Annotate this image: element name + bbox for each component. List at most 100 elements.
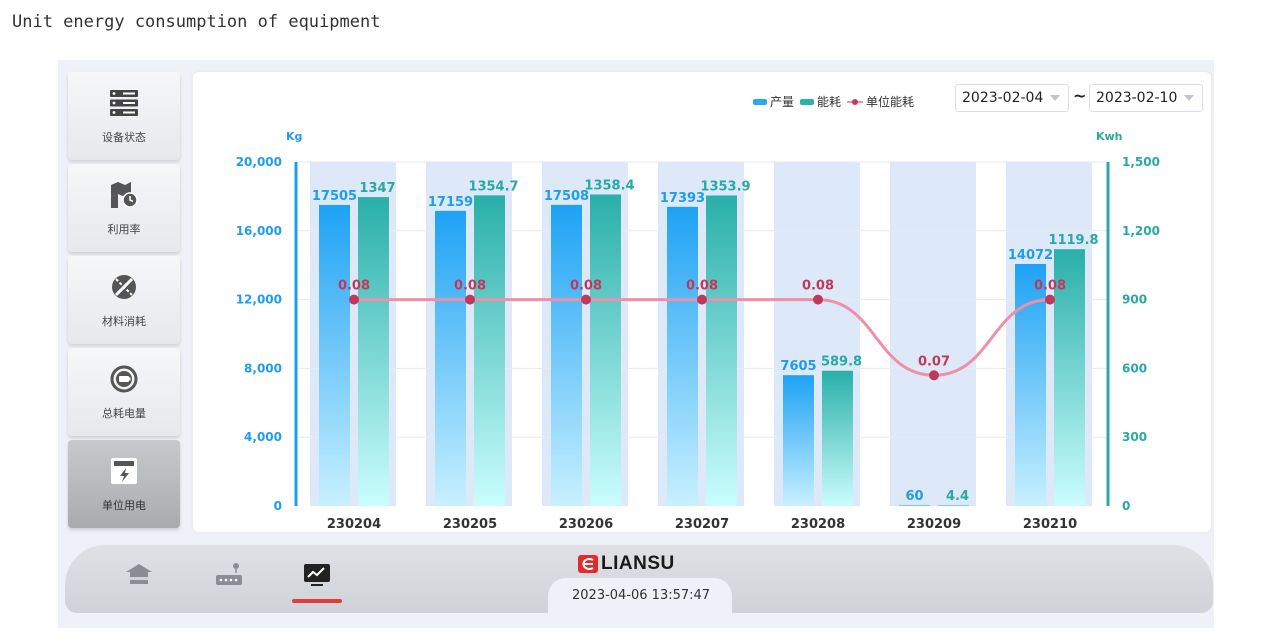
- legend-item-energy[interactable]: 能耗: [800, 93, 841, 110]
- y-left-tick-label: 0: [274, 499, 282, 513]
- bar-energy: [822, 370, 853, 506]
- point-unit-energy: [465, 294, 475, 305]
- legend-label-unit: 单位能耗: [866, 95, 915, 109]
- power-meter-icon: [108, 455, 140, 487]
- data-label-energy: 1354.7: [468, 179, 518, 194]
- data-label-energy: 4.4: [946, 489, 969, 504]
- tools-crossed-icon: [108, 271, 140, 303]
- bar-production: [667, 206, 698, 506]
- battery-circle-icon: [108, 363, 140, 395]
- start-date-select[interactable]: 2023-02-04: [955, 84, 1069, 112]
- legend-swatch-production: [753, 98, 767, 105]
- server-rack-icon: [108, 87, 140, 119]
- nav-monitor-button[interactable]: [300, 562, 334, 592]
- point-unit-energy: [929, 370, 939, 381]
- current-datetime: 2023-04-06 13:57:47: [572, 588, 711, 603]
- date-range-separator: ~: [1073, 86, 1087, 105]
- logo-text: LIANSU: [601, 553, 675, 574]
- data-label-unit-energy: 0.08: [454, 279, 486, 294]
- nav-device-button[interactable]: [212, 562, 246, 592]
- x-tick-label: 230210: [1023, 517, 1077, 532]
- data-label-unit-energy: 0.08: [338, 279, 370, 294]
- y-left-tick-label: 8,000: [244, 361, 282, 375]
- sidebar-item-total-power[interactable]: 总耗电量: [68, 348, 180, 436]
- point-unit-energy: [813, 294, 823, 305]
- legend-label-energy: 能耗: [817, 95, 842, 109]
- end-date-select[interactable]: 2023-02-10: [1089, 84, 1203, 112]
- x-tick-label: 230207: [675, 517, 729, 532]
- x-tick-label: 230204: [327, 517, 381, 532]
- data-label-production: 17508: [544, 189, 589, 204]
- device-location-icon: [214, 561, 244, 593]
- data-label-production: 17159: [428, 195, 473, 210]
- bar-energy: [1054, 249, 1085, 506]
- data-label-unit-energy: 0.08: [1034, 279, 1066, 294]
- y-right-tick-label: 1,500: [1122, 155, 1160, 169]
- data-label-production: 7605: [780, 359, 816, 374]
- y-left-axis-title: Kg: [286, 130, 302, 143]
- sidebar-item-utilization[interactable]: 利用率: [68, 164, 180, 252]
- map-clock-icon: [108, 179, 140, 211]
- point-unit-energy: [581, 294, 591, 305]
- sidebar-item-material-consumption[interactable]: 材料消耗: [68, 256, 180, 344]
- chevron-down-icon: [1184, 95, 1194, 101]
- data-label-energy: 1347: [359, 181, 395, 196]
- sidebar-item-unit-power[interactable]: 单位用电: [68, 440, 180, 528]
- point-unit-energy: [349, 294, 359, 305]
- sidebar-item-label: 利用率: [107, 223, 141, 236]
- legend-item-production[interactable]: 产量: [753, 93, 794, 110]
- data-label-production: 17505: [312, 189, 357, 204]
- data-label-production: 60: [905, 489, 923, 504]
- sidebar-item-label: 总耗电量: [102, 407, 146, 420]
- chart-legend: 产量 能耗 单位能耗: [753, 93, 920, 110]
- data-label-energy: 1119.8: [1048, 233, 1098, 248]
- data-label-energy: 589.8: [821, 355, 862, 370]
- data-label-production: 14072: [1008, 248, 1053, 263]
- data-label-energy: 1353.9: [700, 180, 750, 195]
- y-right-tick-label: 1,200: [1122, 224, 1160, 238]
- start-date-value: 2023-02-04: [962, 90, 1044, 106]
- legend-swatch-energy: [800, 98, 815, 105]
- y-left-tick-label: 16,000: [236, 224, 282, 238]
- bar-energy: [358, 197, 389, 506]
- sidebar: 设备状态 利用率 材料消耗 总耗电量 单位用电: [68, 72, 180, 532]
- page-caption: Unit energy consumption of equipment: [12, 12, 381, 32]
- bar-production: [319, 204, 350, 506]
- y-left-tick-label: 20,000: [236, 155, 282, 169]
- legend-item-unit[interactable]: 单位能耗: [847, 93, 914, 110]
- y-left-tick-label: 12,000: [236, 293, 282, 307]
- data-label-production: 17393: [660, 191, 705, 206]
- x-tick-label: 230205: [443, 517, 497, 532]
- nav-home-button[interactable]: [122, 562, 156, 592]
- home-icon: [124, 562, 154, 592]
- sidebar-item-label: 单位用电: [102, 499, 146, 512]
- data-label-energy: 1358.4: [584, 178, 634, 193]
- data-label-unit-energy: 0.08: [570, 279, 602, 294]
- bar-production: [783, 375, 814, 506]
- bar-production: [551, 204, 582, 506]
- x-tick-label: 230208: [791, 517, 845, 532]
- data-label-unit-energy: 0.08: [802, 279, 834, 294]
- bar-energy: [938, 504, 969, 506]
- y-right-tick-label: 900: [1122, 293, 1147, 307]
- bar-energy: [706, 195, 737, 506]
- footer-notch: [548, 578, 732, 614]
- bar-energy: [590, 194, 621, 506]
- sidebar-item-label: 设备状态: [102, 131, 146, 144]
- liansu-logo: LIANSU: [578, 553, 675, 575]
- liansu-logo-mark: [578, 555, 598, 573]
- y-right-tick-label: 600: [1122, 361, 1147, 375]
- x-tick-label: 230209: [907, 517, 961, 532]
- bar-production: [899, 504, 930, 506]
- bar-production: [435, 210, 466, 506]
- monitor-chart-icon: [302, 562, 332, 592]
- sidebar-item-label: 材料消耗: [102, 315, 146, 328]
- data-label-unit-energy: 0.07: [918, 354, 950, 369]
- active-nav-indicator: [292, 599, 342, 603]
- bar-energy: [474, 195, 505, 506]
- point-unit-energy: [697, 294, 707, 305]
- sidebar-item-device-status[interactable]: 设备状态: [68, 72, 180, 160]
- y-right-tick-label: 0: [1122, 499, 1130, 513]
- y-right-tick-label: 300: [1122, 430, 1147, 444]
